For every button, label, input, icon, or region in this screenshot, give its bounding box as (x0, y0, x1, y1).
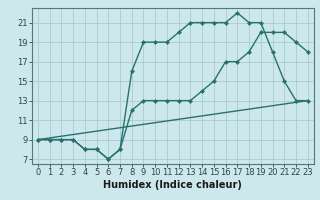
X-axis label: Humidex (Indice chaleur): Humidex (Indice chaleur) (103, 180, 242, 190)
